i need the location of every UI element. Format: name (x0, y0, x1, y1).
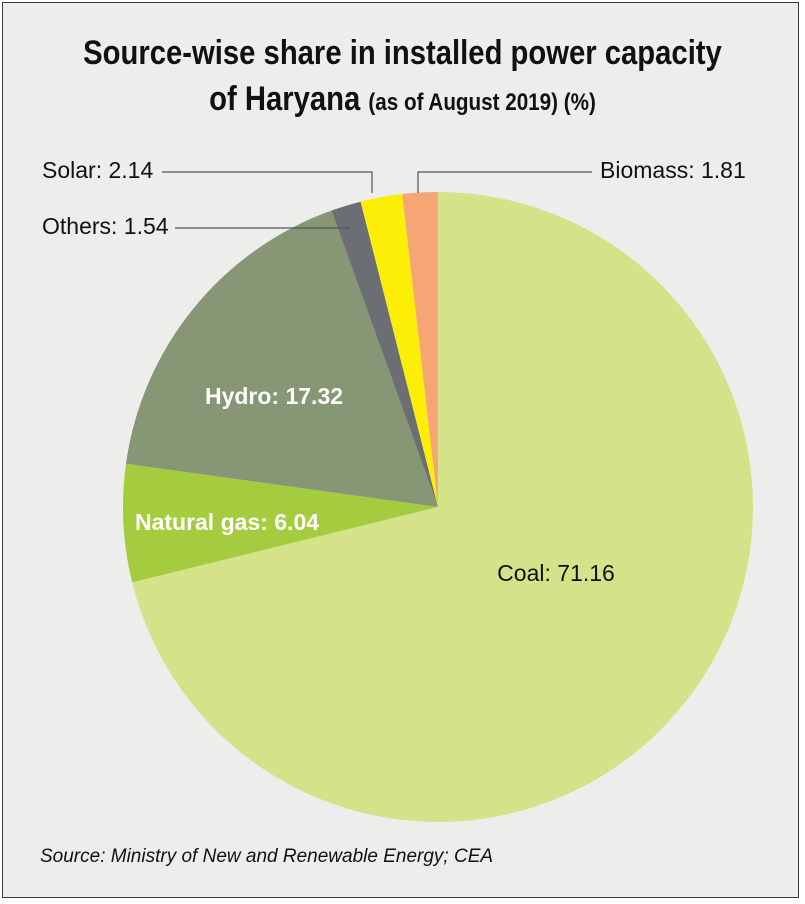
slice-label-biomass: Biomass: 1.81 (600, 157, 746, 183)
chart-title-line1: Source-wise share in installed power cap… (83, 34, 722, 72)
slice-label-coal: Coal: 71.16 (497, 560, 615, 586)
slice-label-natural-gas: Natural gas: 6.04 (135, 509, 319, 535)
leader-line-biomass (417, 171, 592, 193)
slice-label-solar: Solar: 2.14 (42, 157, 153, 183)
chart-title-line2: of Haryana (as of August 2019) (%) (56, 80, 748, 119)
leader-line-solar (162, 171, 373, 193)
slice-label-hydro: Hydro: 17.32 (205, 383, 343, 409)
pie-slice-solar (360, 194, 438, 507)
chart-title-main: of Haryana (209, 80, 361, 118)
pie-slice-hydro (125, 210, 438, 508)
chart-title-sub: (as of August 2019) (%) (368, 89, 596, 116)
pie-slice-others (331, 201, 438, 507)
pie-slice-natural-gas (122, 463, 438, 583)
slice-label-others: Others: 1.54 (42, 213, 169, 239)
pie-slice-coal (132, 192, 754, 822)
pie-slice-biomass (402, 192, 438, 507)
source-note: Source: Ministry of New and Renewable En… (40, 846, 494, 867)
